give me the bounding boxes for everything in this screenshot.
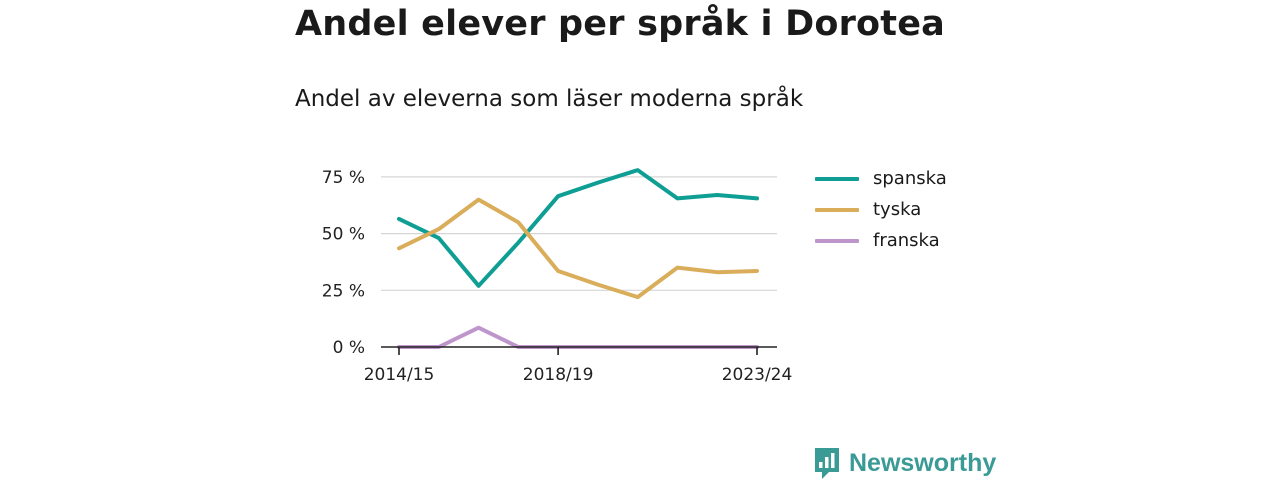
- x-tick-label: 2014/15: [364, 365, 435, 385]
- y-tick-label: 50 %: [322, 225, 365, 245]
- gridlines: [381, 176, 777, 291]
- legend-swatch-tyska: [815, 207, 859, 212]
- legend-item-spanska: spanska: [815, 163, 947, 194]
- series-lines: [397, 168, 759, 349]
- legend-label-spanska: spanska: [873, 168, 947, 189]
- legend-label-franska: franska: [873, 230, 940, 251]
- x-tick-label: 2018/19: [523, 365, 594, 385]
- legend-label-tyska: tyska: [873, 199, 922, 220]
- y-tick-label: 75 %: [322, 168, 365, 188]
- series-line-spanska: [397, 168, 759, 288]
- legend-swatch-spanska: [815, 176, 859, 181]
- x-tick-label: 2023/24: [722, 365, 793, 385]
- series-line-tyska: [397, 197, 759, 300]
- chart-subtitle: Andel av eleverna som läser moderna språ…: [295, 86, 804, 112]
- legend-item-tyska: tyska: [815, 194, 947, 225]
- y-tick-label: 25 %: [322, 281, 365, 301]
- brand-name: Newsworthy: [849, 448, 997, 477]
- y-tick-label: 0 %: [333, 338, 365, 358]
- newsworthy-logo-icon: [815, 448, 839, 479]
- legend-swatch-franska: [815, 238, 859, 243]
- y-axis-labels: 0 % 25 % 50 % 75 %: [322, 168, 365, 358]
- legend: spanska tyska franska: [815, 163, 947, 256]
- legend-item-franska: franska: [815, 225, 947, 256]
- brand-logo[interactable]: Newsworthy: [813, 446, 996, 480]
- chart-title: Andel elever per språk i Dorotea: [295, 4, 945, 44]
- x-axis: 2014/15 2018/19 2023/24: [364, 346, 793, 385]
- series-line-franska: [397, 325, 759, 349]
